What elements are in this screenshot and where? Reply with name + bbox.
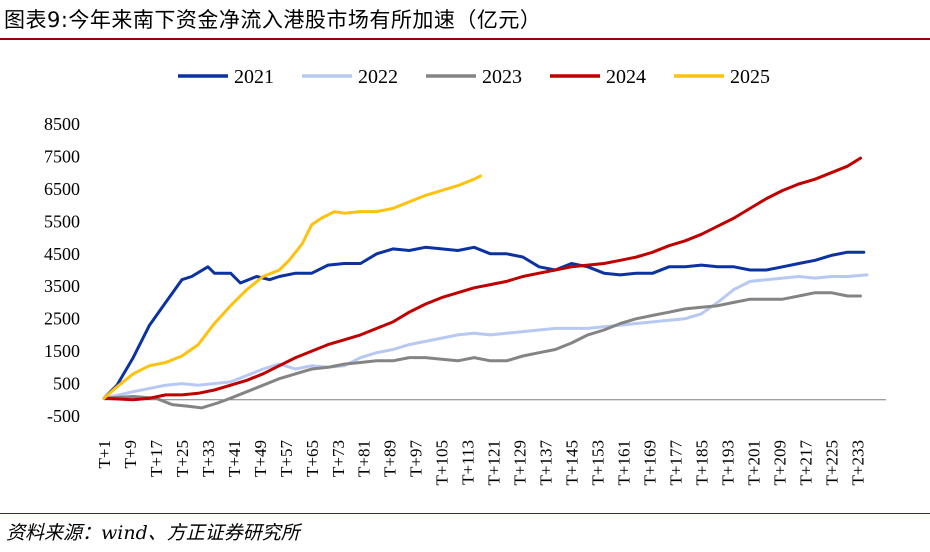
legend-label-2025: 2025 (730, 66, 770, 88)
x-axis: T+1 T+9 T+17 T+25 T+33 T+41 T+49 T+57 T+65 T+73 T+… (95, 399, 886, 486)
x-tick-label: T+169 (640, 440, 659, 485)
x-tick-label: T+57 (277, 440, 296, 477)
y-tick-label: 1500 (44, 341, 80, 361)
x-tick-label: T+41 (225, 440, 244, 477)
series-line-2021 (102, 245, 866, 400)
y-tick-label: -500 (47, 406, 80, 426)
y-tick-label: 500 (53, 374, 80, 394)
y-tick-label: 8500 (44, 114, 80, 134)
title-rule (0, 38, 930, 40)
y-tick-label: 2500 (44, 309, 80, 329)
x-tick-label: T+201 (744, 440, 763, 485)
line-chart: 2021 2022 2023 2024 2025 -500 500 1500 2500 3500… (44, 66, 886, 486)
x-tick-label: T+217 (796, 440, 815, 486)
y-tick-label: 3500 (44, 276, 80, 296)
x-tick-label: T+49 (251, 440, 270, 477)
x-tick-label: T+145 (563, 440, 582, 485)
x-tick-label: T+81 (355, 440, 374, 477)
x-tick-label: T+113 (459, 440, 478, 485)
x-tick-label: T+89 (381, 440, 400, 477)
x-tick-label: T+177 (666, 440, 685, 486)
legend-label-2024: 2024 (606, 66, 646, 88)
legend-label-2023: 2023 (482, 66, 522, 88)
x-tick-label: T+225 (822, 440, 841, 485)
figure-title: 图表9:今年来南下资金净流入港股市场有所加速（亿元） (4, 8, 542, 32)
source-note: 资料来源：wind、方正证券研究所 (6, 522, 300, 544)
x-tick-label: T+193 (718, 440, 737, 485)
series-line-2024 (102, 156, 862, 402)
y-tick-label: 4500 (44, 244, 80, 264)
x-tick-label: T+65 (303, 440, 322, 477)
x-tick-label: T+25 (173, 440, 192, 477)
y-axis: -500 500 1500 2500 3500 4500 5500 6500 7500 8500 (44, 114, 80, 426)
x-tick-label: T+153 (589, 440, 608, 485)
x-tick-label: T+209 (770, 440, 789, 485)
y-tick-label: 7500 (44, 146, 80, 166)
x-tick-label: T+161 (614, 440, 633, 485)
x-tick-label: T+33 (199, 440, 218, 477)
legend: 2021 2022 2023 2024 2025 (178, 66, 770, 88)
x-tick-label: T+17 (147, 440, 166, 477)
series-line-2022 (102, 273, 869, 400)
x-tick-label: T+137 (537, 440, 556, 486)
series-line-2025 (102, 174, 483, 400)
series-group (102, 156, 869, 410)
x-tick-label: T+73 (329, 440, 348, 477)
x-tick-label: T+105 (433, 440, 452, 485)
x-tick-label: T+9 (121, 440, 140, 468)
legend-label-2022: 2022 (358, 66, 398, 88)
series-line-2023 (102, 291, 862, 410)
x-tick-label: T+121 (485, 440, 504, 485)
x-tick-label: T+129 (511, 440, 530, 485)
x-tick-label: T+97 (407, 440, 426, 477)
x-tick-label: T+233 (848, 440, 867, 485)
x-tick-label: T+185 (692, 440, 711, 485)
legend-label-2021: 2021 (234, 66, 274, 88)
x-tick-label: T+1 (95, 440, 114, 468)
y-tick-label: 6500 (44, 179, 80, 199)
footer-rule (0, 513, 930, 514)
y-tick-label: 5500 (44, 211, 80, 231)
